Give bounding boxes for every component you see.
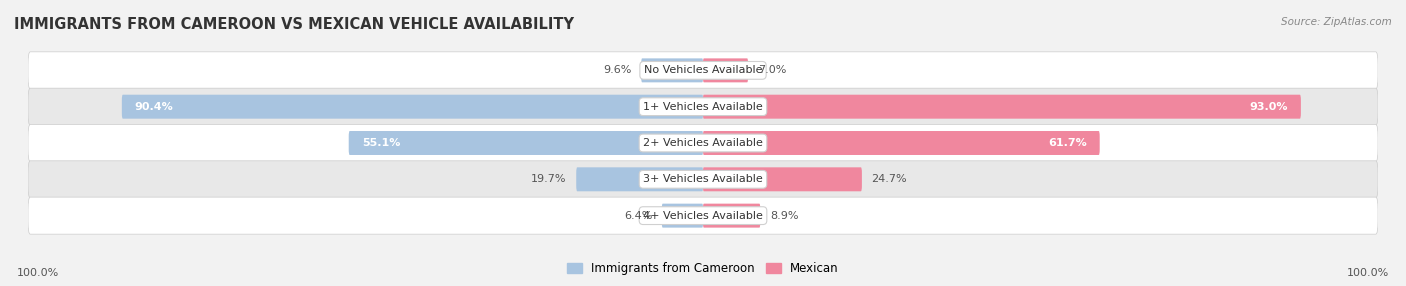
Text: 61.7%: 61.7% [1047, 138, 1087, 148]
FancyBboxPatch shape [703, 95, 1301, 119]
Text: 93.0%: 93.0% [1250, 102, 1288, 112]
FancyBboxPatch shape [122, 95, 703, 119]
Text: 6.4%: 6.4% [624, 210, 652, 221]
FancyBboxPatch shape [28, 161, 1378, 198]
Text: 100.0%: 100.0% [1347, 268, 1389, 278]
Text: 90.4%: 90.4% [135, 102, 173, 112]
Text: 1+ Vehicles Available: 1+ Vehicles Available [643, 102, 763, 112]
Legend: Immigrants from Cameroon, Mexican: Immigrants from Cameroon, Mexican [562, 257, 844, 280]
Text: 2+ Vehicles Available: 2+ Vehicles Available [643, 138, 763, 148]
FancyBboxPatch shape [28, 88, 1378, 125]
Text: Source: ZipAtlas.com: Source: ZipAtlas.com [1281, 17, 1392, 27]
FancyBboxPatch shape [641, 58, 703, 82]
FancyBboxPatch shape [662, 204, 703, 228]
Text: 9.6%: 9.6% [603, 65, 631, 76]
Text: 19.7%: 19.7% [531, 174, 567, 184]
FancyBboxPatch shape [28, 52, 1378, 89]
FancyBboxPatch shape [28, 197, 1378, 234]
FancyBboxPatch shape [576, 167, 703, 191]
FancyBboxPatch shape [703, 131, 1099, 155]
FancyBboxPatch shape [703, 204, 761, 228]
Text: IMMIGRANTS FROM CAMEROON VS MEXICAN VEHICLE AVAILABILITY: IMMIGRANTS FROM CAMEROON VS MEXICAN VEHI… [14, 17, 574, 32]
FancyBboxPatch shape [703, 58, 748, 82]
Text: 8.9%: 8.9% [770, 210, 799, 221]
FancyBboxPatch shape [28, 124, 1378, 162]
Text: 100.0%: 100.0% [17, 268, 59, 278]
FancyBboxPatch shape [703, 167, 862, 191]
FancyBboxPatch shape [349, 131, 703, 155]
Text: 4+ Vehicles Available: 4+ Vehicles Available [643, 210, 763, 221]
Text: 55.1%: 55.1% [361, 138, 401, 148]
Text: 7.0%: 7.0% [758, 65, 786, 76]
Text: No Vehicles Available: No Vehicles Available [644, 65, 762, 76]
Text: 3+ Vehicles Available: 3+ Vehicles Available [643, 174, 763, 184]
Text: 24.7%: 24.7% [872, 174, 907, 184]
